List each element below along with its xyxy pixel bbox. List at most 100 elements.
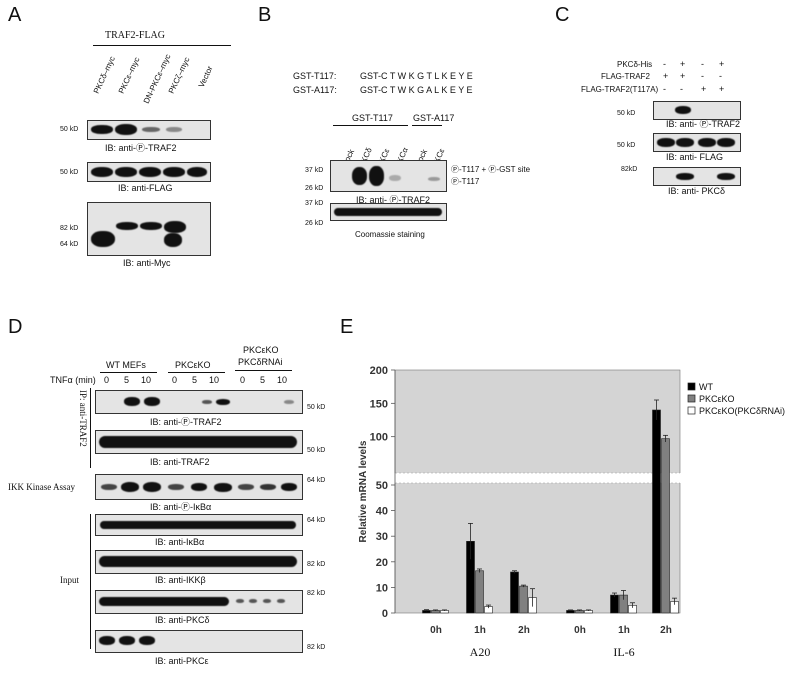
- sign: -: [701, 71, 704, 81]
- row-label: PKCδ-His: [617, 60, 653, 69]
- sign: -: [680, 84, 683, 94]
- blot-d-ptraf2-ib: IB: anti-Ⓟ-TRAF2: [150, 417, 222, 427]
- marker-label: 26 kD: [305, 220, 324, 227]
- time-label: 10: [141, 375, 152, 385]
- group-label: IL-6: [613, 645, 634, 659]
- blot-d-traf2-ib: IB: anti-TRAF2: [150, 457, 210, 467]
- marker-label: 50 kD: [307, 404, 326, 411]
- sign: +: [680, 59, 686, 69]
- blot-c-flag: [653, 133, 741, 152]
- seq1-name: GST-T117:: [293, 71, 337, 81]
- input-label: Input: [60, 575, 79, 585]
- group-gst-t117: GST-T117: [352, 113, 393, 123]
- sign: +: [701, 84, 707, 94]
- marker-label: 64 kD: [307, 477, 326, 484]
- panel-a-lane-label: PKCε–myc: [116, 55, 142, 95]
- marker-label: 26 kD: [305, 185, 324, 192]
- panel-a-group-header: TRAF2-FLAG: [105, 30, 166, 41]
- y-tick-label: 100: [370, 432, 388, 444]
- blot-d-traf2: [95, 430, 303, 454]
- sign: +: [719, 84, 725, 94]
- y-tick-label: 10: [376, 582, 388, 594]
- y-tick-label: 40: [376, 506, 388, 518]
- panel-a-group-line: [93, 45, 231, 46]
- marker-label: 50 kD: [60, 126, 79, 133]
- panel-a-lane-label: PKCδ–myc: [91, 54, 117, 95]
- time-label: 0: [104, 375, 110, 385]
- x-tick-label: 1h: [618, 625, 630, 636]
- time-label: 10: [209, 375, 220, 385]
- x-tick-label: 0h: [574, 625, 586, 636]
- ip-label: IP: anti-TRAF2: [78, 390, 88, 447]
- group-line: [412, 125, 442, 126]
- axis-break: [393, 473, 682, 483]
- legend-swatch: [687, 394, 696, 403]
- group-label: PKCεKO: [243, 345, 279, 355]
- blot-d-pkce-ib: IB: anti-PKCε: [155, 656, 209, 666]
- bar: [652, 409, 661, 614]
- group-label: PKCδRNAi: [238, 357, 283, 367]
- marker-label: 82 kD: [307, 590, 326, 597]
- blot-d-ptraf2: [95, 390, 303, 414]
- panel-a-lane-label: PKCζ–myc: [166, 55, 192, 95]
- bar: [519, 585, 528, 614]
- blot-a-ptraf2-ib: IB: anti-Ⓟ-TRAF2: [105, 143, 177, 153]
- x-tick-label: 2h: [660, 625, 672, 636]
- time-label: 0: [240, 375, 246, 385]
- sign: +: [719, 59, 725, 69]
- blot-b-coomassie-label: Coomassie staining: [355, 230, 425, 239]
- marker-label: 82 kD: [60, 225, 79, 232]
- bar: [610, 594, 619, 614]
- marker-label: 37 kD: [305, 167, 324, 174]
- seq1: GST-C T W K G T L K E Y E: [360, 71, 473, 81]
- seq2: GST-C T W K G A L K E Y E: [360, 85, 473, 95]
- marker-label: 50 kD: [60, 169, 79, 176]
- panel-a-lane-label: Vector: [196, 64, 215, 89]
- group-line: [100, 372, 157, 373]
- ip-bracket: [90, 388, 91, 468]
- marker-label: 82kD: [621, 166, 638, 173]
- sign: +: [680, 71, 686, 81]
- panel-e-letter: E: [340, 316, 354, 338]
- legend-label: PKCεKO: [699, 394, 735, 404]
- y-tick-label: 200: [370, 365, 388, 377]
- blot-d-pikba: [95, 474, 303, 500]
- group-line: [168, 372, 225, 373]
- blot-d-pkcd: [95, 590, 303, 614]
- y-tick-label: 30: [376, 531, 388, 543]
- blot-c-pkcd-ib: IB: anti- PKCδ: [668, 186, 726, 196]
- blot-c-ptraf2: [653, 101, 741, 120]
- blot-c-flag-ib: IB: anti- FLAG: [666, 152, 724, 162]
- panel-c-letter: C: [555, 4, 570, 26]
- row-label: FLAG-TRAF2(T117A): [581, 85, 659, 94]
- marker-label: 64 kD: [60, 241, 79, 248]
- panel-a-letter: A: [8, 4, 22, 26]
- x-tick-label: 1h: [474, 625, 486, 636]
- marker-label: 50 kD: [617, 142, 636, 149]
- blot-a-ptraf2: [87, 120, 211, 140]
- marker-label: 82 kD: [307, 561, 326, 568]
- bar-chart: 0 10 20 30 40 50 100 150 200 Relative mRNA levels…: [358, 365, 785, 659]
- x-tick-label: 0h: [430, 625, 442, 636]
- blot-b-ptraf2: [330, 160, 447, 192]
- x-tick-label: 2h: [518, 625, 530, 636]
- ikk-assay-label: IKK Kinase Assay: [8, 482, 75, 492]
- blot-d-ikba-ib: IB: anti-IκBα: [155, 537, 205, 547]
- y-tick-label: 50: [376, 480, 388, 492]
- bar: [661, 438, 670, 614]
- group-label: PKCεKO: [175, 360, 211, 370]
- group-gst-a117: GST-A117: [413, 113, 455, 123]
- sign: -: [701, 59, 704, 69]
- time-label: 5: [124, 375, 130, 385]
- legend-swatch: [687, 382, 696, 391]
- bar: [475, 570, 484, 614]
- legend-label: WT: [699, 382, 713, 392]
- marker-label: 50 kD: [307, 447, 326, 454]
- blot-d-ikkb: [95, 550, 303, 574]
- bar: [510, 571, 519, 614]
- sign: -: [719, 71, 722, 81]
- marker-label: 82 kD: [307, 644, 326, 651]
- blot-a-flag: [87, 162, 211, 182]
- blot-d-pkce: [95, 630, 303, 653]
- tnf-label: TNFα (min): [50, 375, 96, 385]
